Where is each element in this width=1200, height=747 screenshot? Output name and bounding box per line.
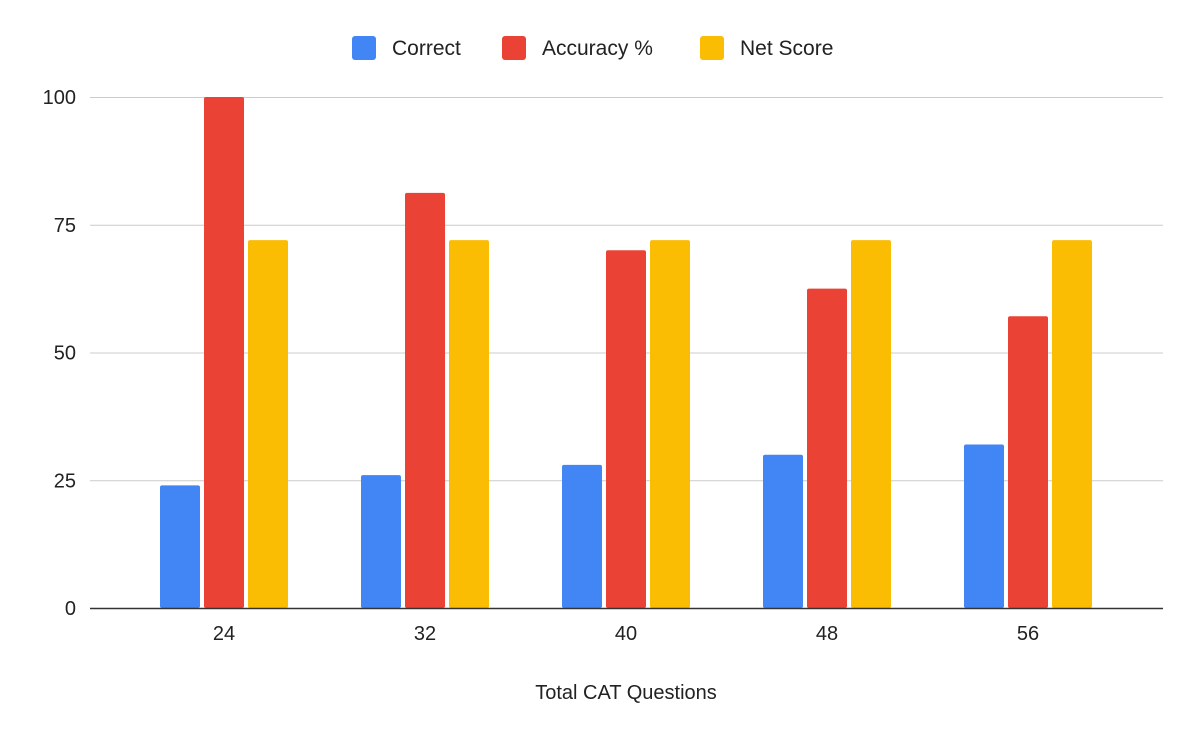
bar-net-score-56	[1052, 240, 1092, 608]
legend-item: Correct	[352, 36, 461, 60]
legend-label: Net Score	[740, 37, 833, 60]
legend-swatch	[502, 36, 526, 60]
bar-net-score-40	[650, 240, 690, 608]
bar-accuracy-24	[204, 97, 244, 608]
y-tick-label: 0	[65, 598, 76, 620]
bar-accuracy-56	[1008, 316, 1048, 608]
x-tick-label: 48	[816, 623, 838, 645]
legend: Correct Accuracy % Net Score	[352, 36, 833, 60]
legend-label: Correct	[392, 37, 461, 60]
legend-label: Accuracy %	[542, 37, 653, 60]
bar-correct-32	[361, 475, 401, 608]
bar-net-score-48	[851, 240, 891, 608]
y-tick-label: 100	[43, 87, 76, 109]
y-tick-label: 25	[54, 470, 76, 492]
bar-correct-56	[964, 444, 1004, 608]
bars	[160, 97, 1092, 609]
bar-accuracy-32	[405, 192, 445, 608]
bar-correct-40	[562, 464, 602, 608]
bar-accuracy-48	[807, 288, 847, 608]
x-axis-ticks: 24 32 40 48 56	[213, 623, 1039, 645]
y-tick-label: 75	[54, 215, 76, 237]
x-tick-label: 40	[615, 623, 637, 645]
legend-item: Net Score	[700, 36, 833, 60]
x-tick-label: 24	[213, 623, 235, 645]
legend-item: Accuracy %	[502, 36, 653, 60]
bar-correct-24	[160, 485, 200, 608]
bar-correct-48	[763, 454, 803, 608]
bar-net-score-24	[248, 240, 288, 608]
y-tick-label: 50	[54, 343, 76, 365]
x-tick-label: 56	[1017, 623, 1039, 645]
x-axis-label: Total CAT Questions	[535, 682, 717, 704]
bar-net-score-32	[449, 240, 489, 608]
y-axis-ticks: 0 25 50 75 100	[43, 87, 76, 620]
x-tick-label: 32	[414, 623, 436, 645]
legend-swatch	[352, 36, 376, 60]
bar-accuracy-40	[606, 250, 646, 609]
legend-swatch	[700, 36, 724, 60]
